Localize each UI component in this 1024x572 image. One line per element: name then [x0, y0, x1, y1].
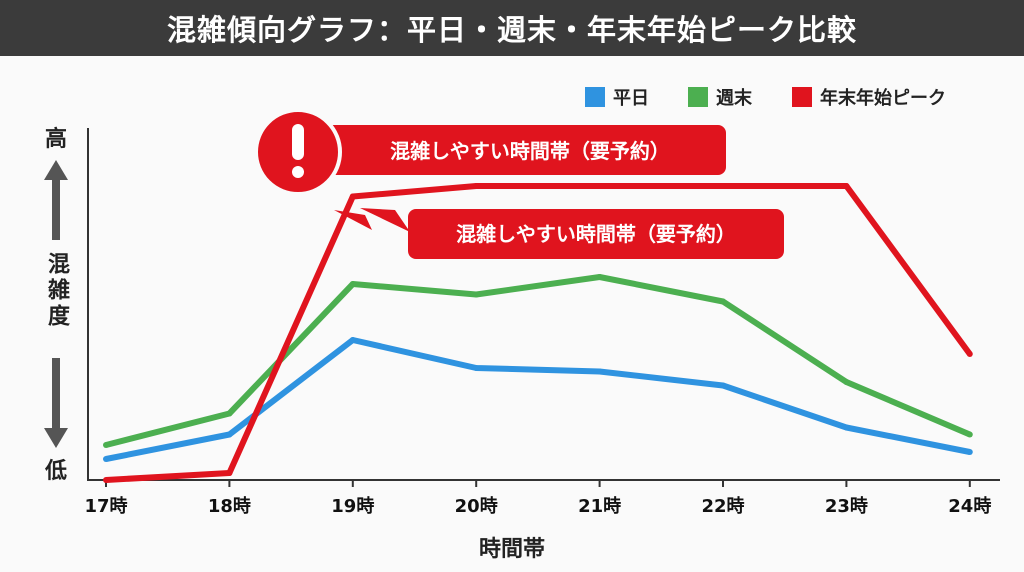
- data-point: [473, 183, 480, 189]
- data-point: [103, 456, 109, 462]
- data-point: [349, 337, 356, 343]
- data-point: [966, 351, 973, 357]
- data-point: [720, 382, 726, 389]
- series-line-週末: [105, 274, 971, 448]
- x-tick-label: 19時: [331, 496, 374, 517]
- exclamation-dot: [292, 166, 304, 178]
- data-point: [720, 298, 726, 305]
- chart-title: 混雑傾向グラフ：平日・週末・年末年始ピーク比較: [0, 0, 1024, 56]
- legend-swatch: [792, 87, 812, 107]
- x-tick-label: 18時: [208, 496, 251, 517]
- data-point: [966, 431, 973, 438]
- y-axis-title: 混雑度: [44, 252, 69, 330]
- x-tick-label: 24時: [948, 496, 991, 517]
- callout-text-1: 混雑しやすい時間帯（要予約）: [390, 139, 670, 163]
- data-point: [596, 368, 603, 375]
- data-point: [473, 291, 480, 298]
- x-axis-title: 時間帯: [479, 536, 545, 562]
- callout-box-1: [300, 125, 726, 175]
- data-point: [843, 424, 850, 431]
- exclamation-bar: [292, 124, 304, 160]
- data-point: [226, 410, 233, 417]
- data-point: [226, 470, 233, 476]
- x-tick-label: 22時: [701, 496, 744, 517]
- data-point: [103, 442, 109, 448]
- data-point: [103, 477, 109, 483]
- arrow-up-icon: [44, 160, 68, 240]
- data-point: [596, 274, 603, 280]
- data-point: [720, 183, 726, 189]
- data-point: [226, 431, 233, 438]
- legend-swatch: [585, 87, 605, 107]
- series-line-年末年始ピーク: [105, 183, 973, 483]
- arrow-down-icon: [44, 358, 68, 448]
- legend-swatch: [688, 87, 708, 107]
- y-low-label: 低: [44, 459, 67, 484]
- legend-label: 平日: [613, 88, 649, 109]
- data-point: [966, 449, 973, 455]
- data-point: [349, 281, 356, 287]
- x-tick-label: 23時: [825, 496, 868, 517]
- legend-label: 年末年始ピーク: [820, 87, 946, 109]
- callout-pointer-tail: [360, 208, 410, 232]
- x-tick-label: 17時: [84, 496, 127, 517]
- x-tick-label: 20時: [455, 496, 498, 517]
- data-point: [843, 379, 850, 385]
- callout-text-2: 混雑しやすい時間帯（要予約）: [456, 222, 736, 246]
- data-point: [349, 193, 356, 200]
- y-high-label: 高: [45, 126, 67, 152]
- data-point: [843, 183, 850, 189]
- legend-label: 週末: [716, 87, 753, 109]
- callout-box-2: [408, 209, 784, 259]
- data-point: [596, 183, 603, 189]
- data-point: [473, 365, 480, 371]
- series-line-平日: [105, 337, 971, 462]
- x-tick-label: 21時: [578, 496, 621, 517]
- callout-pointer: [334, 210, 372, 230]
